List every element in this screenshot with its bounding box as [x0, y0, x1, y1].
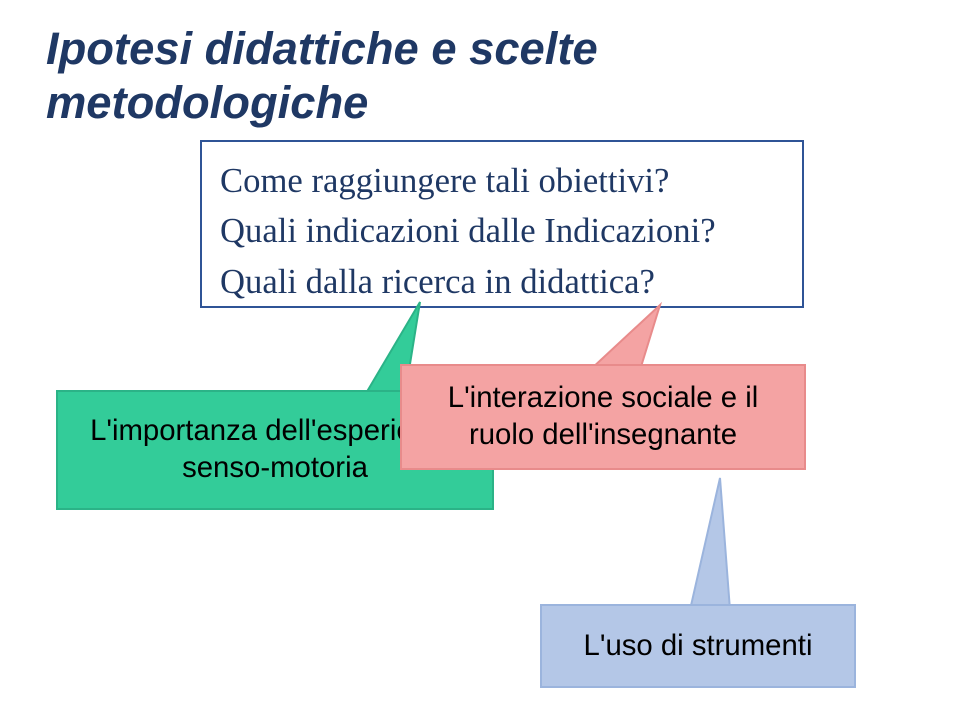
pink-callout: L'interazione sociale e il ruolo dell'in…	[400, 364, 806, 470]
blue-callout-text: L'uso di strumenti	[584, 628, 813, 665]
pink-callout-tail	[590, 305, 660, 370]
slide-title: Ipotesi didattiche e scelte metodologich…	[46, 22, 598, 131]
question-box: Come raggiungere tali obiettivi? Quali i…	[200, 140, 804, 308]
blue-callout-tail	[690, 478, 730, 610]
question-line-3: Quali dalla ricerca in didattica?	[220, 257, 784, 307]
pink-callout-text: L'interazione sociale e il ruolo dell'in…	[448, 380, 758, 453]
question-line-1: Come raggiungere tali obiettivi?	[220, 156, 784, 206]
blue-callout: L'uso di strumenti	[540, 604, 856, 688]
slide-stage: Ipotesi didattiche e scelte metodologich…	[0, 0, 960, 719]
question-line-2: Quali indicazioni dalle Indicazioni?	[220, 206, 784, 256]
